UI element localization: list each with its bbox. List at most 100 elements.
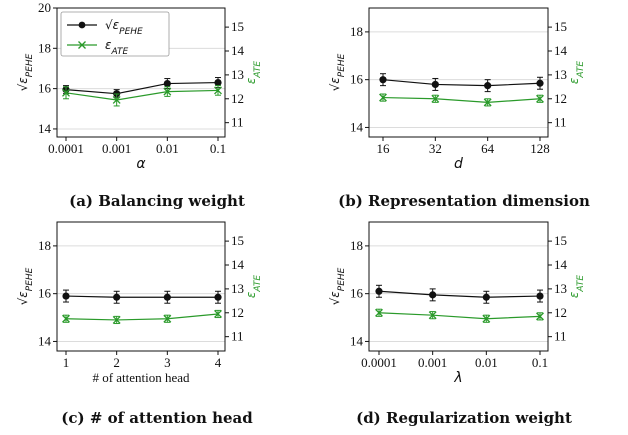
left-tick-label: 14: [38, 121, 52, 136]
x-tick-label: 0.01: [156, 141, 179, 156]
x-axis-label: d: [454, 156, 463, 172]
legend-label-pehe: √εPEHE: [105, 18, 143, 37]
caption-a: (a) Balancing weight: [69, 192, 245, 210]
pehe-point: [536, 79, 544, 87]
right-tick-label: 12: [554, 91, 567, 106]
x-tick-label: 0.1: [210, 141, 226, 156]
pehe-point: [429, 291, 437, 299]
ate-point: [112, 315, 121, 324]
chart-panel-d: 14 16 18 11 12 13 14 15 0.0001 0.001 0.01 0.1 λ √εPEH…: [328, 221, 586, 386]
pehe-point: [214, 293, 222, 301]
left-axis-label: √εPEHE: [328, 267, 347, 305]
x-tick-label: 0.001: [418, 355, 447, 370]
plot-frame: [56, 7, 226, 138]
right-tick-label: 14: [231, 43, 245, 58]
x-tick-label: 0.0001: [361, 355, 397, 370]
right-tick-label: 11: [231, 329, 244, 344]
ate-line: [65, 313, 219, 321]
ate-point: [482, 314, 491, 323]
pehe-point: [536, 292, 544, 300]
right-tick-label: 14: [554, 257, 568, 272]
x-tick-label: 4: [215, 355, 222, 370]
right-axis-label: εATE: [244, 61, 263, 84]
left-tick-label: 18: [350, 238, 363, 253]
pehe-point: [375, 287, 383, 295]
right-tick-label: 15: [231, 19, 244, 34]
pehe-point: [113, 293, 121, 301]
pehe-point: [62, 292, 70, 300]
caption-d: (d) Regularization weight: [356, 409, 572, 427]
left-tick-label: 20: [38, 0, 51, 15]
x-tick-label: 0.1: [532, 355, 548, 370]
caption-c: (c) # of attention head: [61, 409, 253, 427]
left-tick-label: 18: [38, 40, 51, 55]
right-tick-label: 11: [554, 329, 567, 344]
left-tick-label: 16: [350, 286, 364, 301]
pehe-line: [382, 79, 541, 87]
ate-point: [428, 311, 437, 320]
pehe-line: [65, 295, 218, 298]
left-tick-label: 16: [350, 72, 364, 87]
x-axis-label: λ: [453, 370, 462, 386]
pehe-point: [163, 79, 171, 88]
right-axis-label: εATE: [244, 275, 263, 298]
x-tick-label: 2: [113, 355, 120, 370]
x-tick-label: 128: [530, 141, 550, 156]
ate-point: [163, 314, 172, 323]
legend-label-ate: εATE: [105, 38, 128, 57]
left-axis-label: √εPEHE: [16, 53, 35, 91]
left-tick-label: 18: [38, 238, 51, 253]
plot-frame: [368, 221, 549, 352]
x-tick-label: 64: [481, 141, 495, 156]
right-tick-label: 13: [554, 281, 567, 296]
legend-marker-ate: [78, 41, 86, 49]
right-tick-label: 13: [231, 67, 244, 82]
x-tick-label: 0.01: [475, 355, 498, 370]
ate-point: [379, 93, 387, 102]
right-tick-label: 14: [554, 43, 568, 58]
ate-line: [382, 96, 541, 103]
legend-marker-pehe: [78, 21, 86, 29]
plot-frame: [368, 7, 549, 138]
left-tick-label: 16: [38, 286, 52, 301]
right-tick-label: 15: [231, 233, 244, 248]
pehe-point: [379, 76, 387, 84]
x-tick-label: 0.0001: [48, 141, 84, 156]
right-axis-label: εATE: [567, 61, 586, 84]
left-tick-label: 14: [350, 119, 364, 134]
ate-point: [536, 312, 544, 321]
right-tick-label: 15: [554, 19, 567, 34]
ate-line: [378, 312, 541, 320]
pehe-point: [484, 82, 492, 90]
right-tick-label: 13: [554, 67, 567, 82]
ate-point: [112, 96, 121, 104]
left-axis-label: √εPEHE: [328, 53, 347, 91]
pehe-line: [378, 290, 541, 298]
right-tick-label: 13: [231, 281, 244, 296]
right-axis-label: εATE: [567, 275, 586, 298]
ate-point: [483, 98, 492, 107]
left-tick-label: 14: [38, 333, 52, 348]
left-tick-label: 18: [350, 24, 363, 39]
x-tick-label: 0.001: [102, 141, 131, 156]
pehe-point: [214, 78, 222, 87]
ate-point: [62, 314, 70, 323]
right-tick-label: 11: [554, 115, 567, 130]
left-axis-label: √εPEHE: [16, 267, 35, 305]
ate-point: [214, 86, 222, 95]
right-tick-label: 15: [554, 233, 567, 248]
pehe-line: [65, 81, 219, 95]
x-tick-label: 1: [63, 355, 70, 370]
ate-point: [431, 94, 440, 103]
right-tick-label: 12: [231, 305, 244, 320]
chart-panel-b: 14 16 18 11 12 13 14 15 16 32 64 128 d √εPEHE εATE: [328, 7, 586, 172]
x-tick-label: 32: [429, 141, 442, 156]
caption-b: (b) Representation dimension: [338, 192, 590, 210]
ate-point: [375, 308, 383, 317]
ate-point: [62, 88, 70, 97]
x-axis-label: # of attention head: [92, 370, 190, 385]
left-tick-label: 14: [350, 333, 364, 348]
